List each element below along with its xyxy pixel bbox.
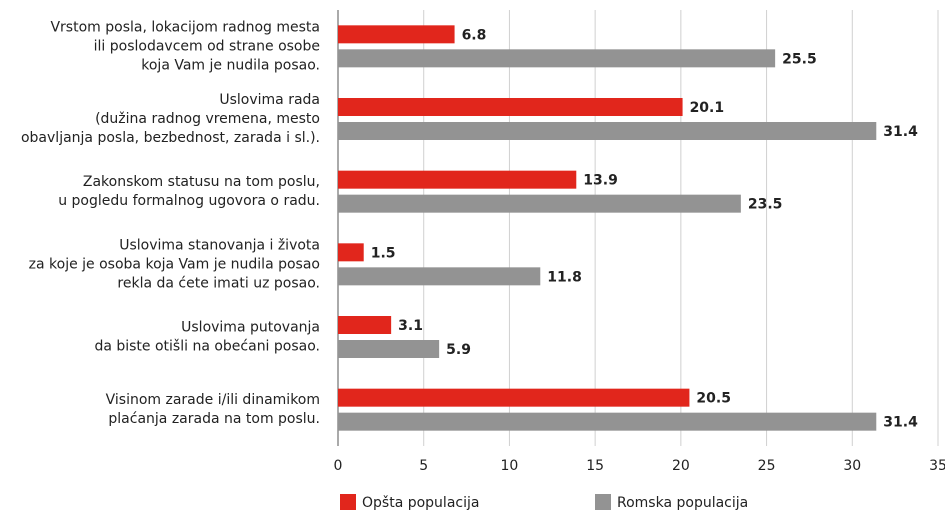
bar	[338, 98, 683, 116]
value-label: 13.9	[583, 173, 618, 189]
value-label: 3.1	[398, 318, 423, 334]
x-tick-label: 25	[758, 458, 776, 474]
bar	[338, 412, 877, 431]
bar	[338, 170, 577, 189]
value-label: 1.5	[371, 245, 396, 261]
category-label: Uslovima rada	[219, 92, 320, 108]
category-label: da biste otišli na obećani posao.	[94, 339, 320, 355]
bar	[338, 49, 776, 68]
category-label: obavljanja posla, bezbednost, zarada i s…	[21, 130, 320, 146]
x-tick-label: 5	[419, 458, 428, 474]
x-tick-label: 30	[843, 458, 861, 474]
bar	[338, 267, 541, 286]
x-tick-label: 35	[929, 458, 945, 474]
value-label: 20.1	[690, 100, 725, 116]
legend-swatch	[340, 494, 356, 510]
legend-swatch	[595, 494, 611, 510]
bar	[338, 243, 364, 262]
bar	[338, 122, 877, 140]
category-label: (dužina radnog vremena, mesto	[95, 111, 320, 127]
category-label: za koje je osoba koja Vam je nudila posa…	[29, 256, 320, 272]
category-label: Zakonskom statusu na tom poslu,	[83, 174, 320, 190]
value-label: 11.8	[547, 269, 582, 285]
category-label: rekla da ćete imati uz posao.	[117, 275, 320, 291]
category-label: Uslovima putovanja	[181, 320, 320, 336]
value-label: 20.5	[696, 391, 731, 407]
bar	[338, 25, 455, 44]
legend-label: Romska populacija	[617, 495, 748, 511]
value-label: 25.5	[782, 51, 817, 67]
bar	[338, 194, 741, 213]
value-label: 31.4	[883, 124, 918, 140]
value-label: 23.5	[748, 197, 783, 213]
category-label: Visinom zarade i/ili dinamikom	[106, 392, 320, 408]
category-label: koja Vam je nudila posao.	[141, 57, 320, 73]
category-label: Vrstom posla, lokacijom radnog mesta	[50, 19, 320, 35]
value-label: 6.8	[462, 27, 487, 43]
legend-label: Opšta populacija	[362, 495, 479, 511]
bar	[338, 388, 690, 407]
bar	[338, 340, 440, 358]
value-label: 5.9	[446, 342, 471, 358]
bar	[338, 316, 392, 334]
category-label: u pogledu formalnog ugovora o radu.	[58, 193, 320, 209]
x-tick-label: 0	[334, 458, 343, 474]
value-label: 31.4	[883, 415, 918, 431]
x-tick-label: 10	[501, 458, 519, 474]
x-tick-label: 15	[586, 458, 604, 474]
category-label: Uslovima stanovanja i života	[119, 237, 320, 253]
category-label: plaćanja zarada na tom poslu.	[108, 411, 320, 427]
category-label: ili poslodavcem od strane osobe	[94, 38, 320, 54]
x-tick-label: 20	[672, 458, 690, 474]
